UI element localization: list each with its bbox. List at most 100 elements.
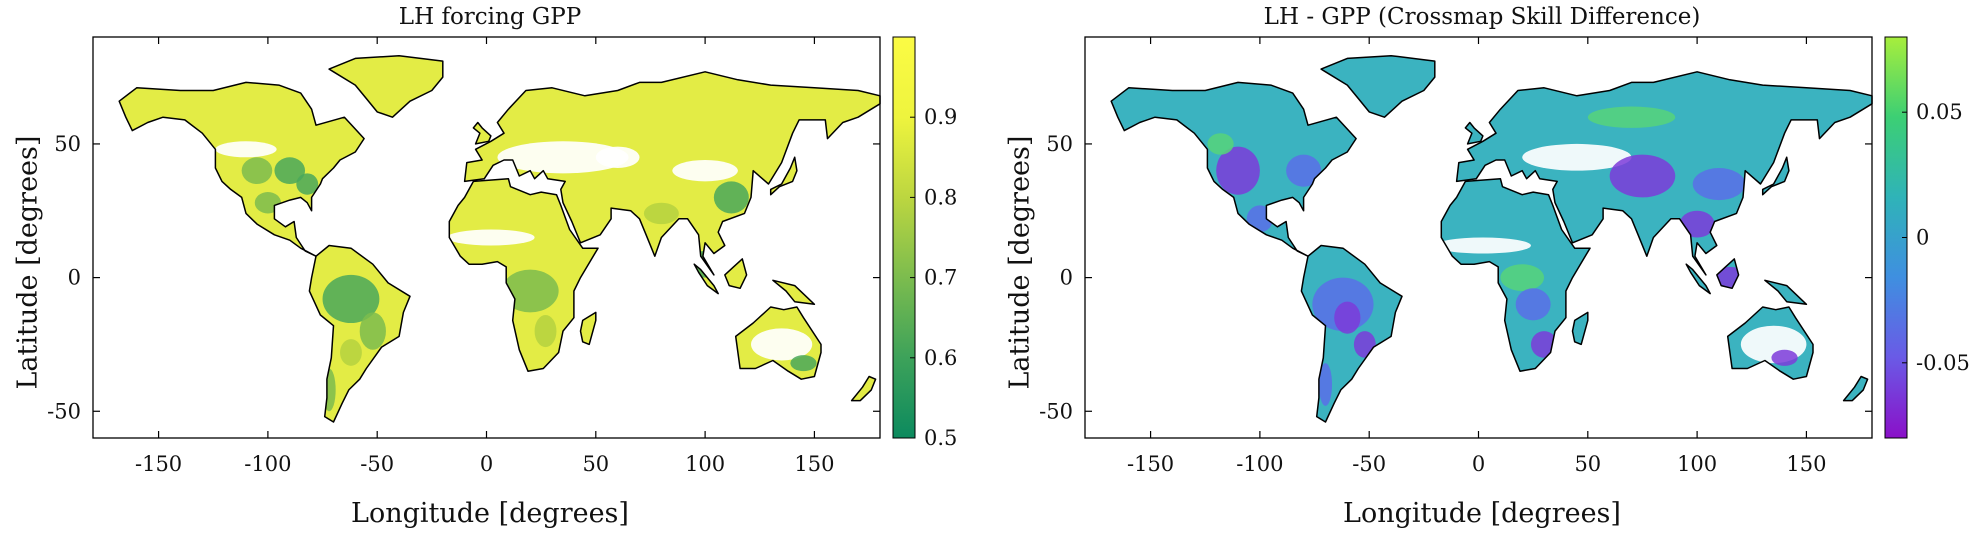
value-patch <box>643 202 679 225</box>
colorbar-tick-label: 0.6 <box>924 346 957 370</box>
value-patch <box>274 157 306 185</box>
value-patch <box>1207 133 1234 155</box>
value-patch <box>340 339 362 366</box>
y-tick-label: 50 <box>54 132 81 156</box>
map-plot: -150 -100 -50 0 50 100 150 -50 0 50 -0.05 0 0.05 <box>1039 36 1970 476</box>
y-tick-label: -50 <box>1039 399 1073 423</box>
x-axis-label: Longitude [degrees] <box>351 498 629 529</box>
value-patch <box>322 274 380 324</box>
land-new-guinea <box>1764 280 1807 305</box>
colorbar-tick-label: 0.5 <box>924 426 957 450</box>
x-tick-label: -100 <box>244 452 291 476</box>
y-tick-label: -50 <box>47 399 81 423</box>
value-patch <box>501 269 559 313</box>
coastline-eurasia <box>1455 71 1873 276</box>
coastline-new-guinea <box>772 279 816 306</box>
y-axis-label: Latitude [degrees] <box>12 135 44 390</box>
panel-lh-forcing-gpp: LH forcing GPP -150 -100 -50 0 50 100 150 -50 0 5… <box>12 4 958 529</box>
value-patch <box>1609 154 1676 198</box>
value-patch <box>296 173 319 195</box>
land-new-zealand <box>1843 376 1868 401</box>
coastline-australia <box>1726 306 1814 380</box>
value-patch <box>1286 154 1322 187</box>
value-patch <box>713 181 749 214</box>
coastline-australia <box>734 306 822 380</box>
y-tick-label: 50 <box>1046 132 1073 156</box>
coastline-south-america <box>1300 244 1403 423</box>
land-japan <box>770 157 797 195</box>
land-borneo <box>724 258 747 289</box>
coastline-new-zealand <box>1842 375 1869 402</box>
colorbar <box>892 36 916 439</box>
value-patch <box>359 312 386 350</box>
x-tick-label: -150 <box>135 452 182 476</box>
coastline-sumatra <box>693 263 719 295</box>
value-patch <box>790 355 817 372</box>
x-tick-label: 0 <box>480 452 493 476</box>
coastline-japan <box>769 156 798 196</box>
map-plot: -150 -100 -50 0 50 100 150 -50 0 50 0.5 0.6 0.7 0.8 0.… <box>47 36 957 476</box>
land-new-zealand <box>851 376 876 401</box>
coastline-greenland <box>1320 54 1436 118</box>
y-tick-label: 0 <box>68 266 81 290</box>
value-patch <box>1334 301 1361 334</box>
coastline-sumatra <box>1685 263 1711 295</box>
coastline-borneo <box>724 258 748 290</box>
land-madagascar <box>1572 312 1588 345</box>
coastline-madagascar <box>1571 311 1589 346</box>
value-patch <box>1522 143 1632 171</box>
coastline-madagascar <box>579 311 597 346</box>
coastline-new-zealand <box>850 375 877 402</box>
y-tick-label: 0 <box>1060 266 1073 290</box>
value-patch <box>534 315 557 348</box>
colorbar-tick-label: 0 <box>1916 226 1929 250</box>
colorbar-tick-label: 0.9 <box>924 105 957 129</box>
coastline-japan <box>1761 156 1790 196</box>
value-patch <box>672 159 738 182</box>
land-north-america <box>119 82 365 257</box>
value-patch <box>595 146 640 168</box>
value-patch <box>1318 363 1333 406</box>
land-sumatra <box>1686 264 1711 294</box>
value-patch <box>241 157 273 185</box>
x-tick-label: -150 <box>1127 452 1174 476</box>
panel-crossmap-skill-difference: LH - GPP (Crossmap Skill Difference) -15… <box>992 0 1984 537</box>
coastline-africa <box>1440 177 1591 372</box>
coastline-great-britain <box>472 121 492 145</box>
x-tick-label: 100 <box>685 452 725 476</box>
value-patch <box>497 141 629 174</box>
y-axis-label: Latitude [degrees] <box>1004 135 1036 390</box>
coastline-greenland <box>328 54 444 118</box>
x-tick-label: 150 <box>1786 452 1826 476</box>
value-patch <box>1434 237 1531 254</box>
x-tick-label: 100 <box>1677 452 1717 476</box>
coastline-south-america <box>308 244 411 423</box>
x-tick-label: 50 <box>1574 452 1601 476</box>
coastline-great-britain <box>1464 121 1484 145</box>
coastline-north-america <box>118 81 365 257</box>
land-japan <box>1762 157 1789 195</box>
land-greenland <box>1321 55 1435 118</box>
land-new-guinea <box>772 280 815 305</box>
value-patch <box>1500 264 1545 291</box>
x-tick-label: -100 <box>1236 452 1283 476</box>
land-eurasia <box>464 71 880 275</box>
coastline-borneo <box>1716 258 1740 290</box>
x-tick-label: 50 <box>582 452 609 476</box>
value-patch <box>1515 288 1551 321</box>
coastline-africa <box>448 177 599 372</box>
value-patch <box>447 229 535 246</box>
colorbar-tick-label: 0.8 <box>924 185 957 209</box>
land-greenland <box>329 55 443 118</box>
colorbar-tick-label: 0.7 <box>924 266 957 290</box>
x-tick-label: -50 <box>360 452 394 476</box>
x-tick-label: 150 <box>794 452 834 476</box>
x-axis-label: Longitude [degrees] <box>1343 498 1621 529</box>
panel-title: LH - GPP (Crossmap Skill Difference) <box>1263 4 1701 30</box>
value-patch <box>1692 167 1746 201</box>
value-patch <box>751 328 813 361</box>
colorbar-tick-label: -0.05 <box>1916 351 1970 375</box>
value-patch <box>1216 146 1260 195</box>
x-tick-label: -50 <box>1352 452 1386 476</box>
land-value-patches <box>215 141 817 412</box>
